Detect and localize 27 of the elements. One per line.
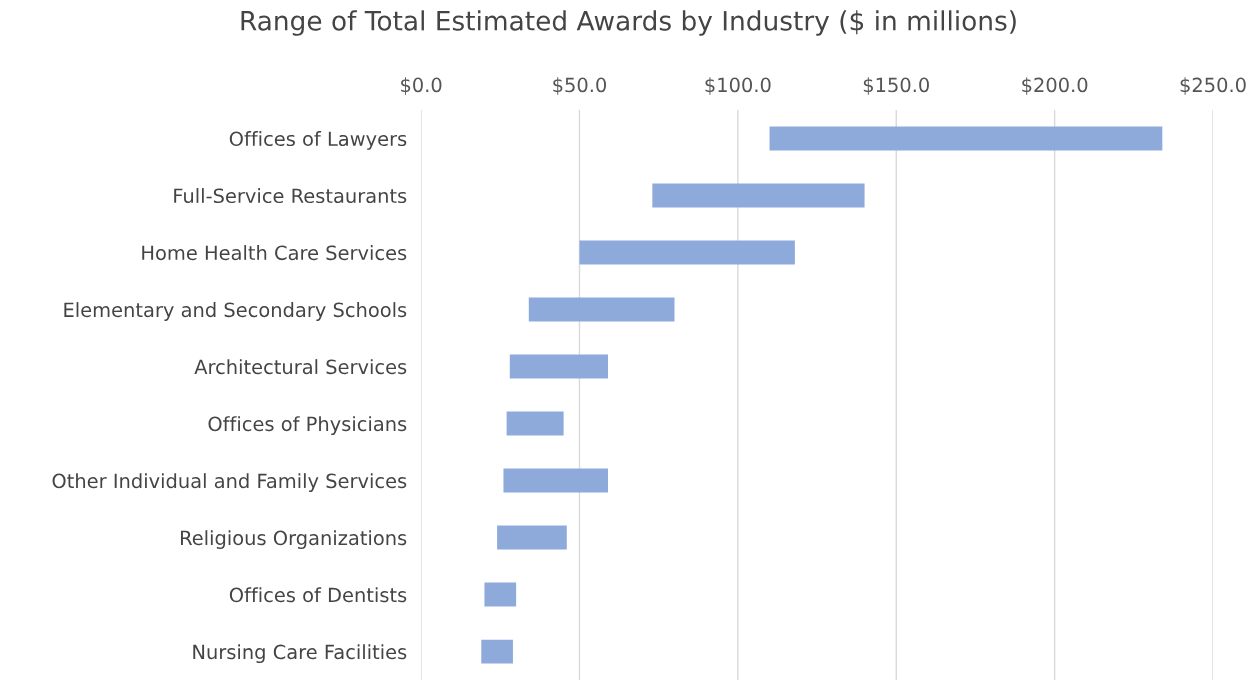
- x-tick-label: $150.0: [863, 77, 929, 95]
- y-tick-label: Home Health Care Services: [142, 245, 407, 261]
- y-tick-label: Offices of Physicians: [208, 416, 407, 435]
- x-tick-label: $250.0: [1180, 77, 1246, 95]
- bar: [497, 525, 567, 550]
- x-tick-label: $200.0: [1022, 77, 1088, 95]
- y-tick-label: Full-Service Restaurants: [174, 188, 407, 204]
- bar: [509, 354, 608, 379]
- x-tick-label: $100.0: [705, 77, 771, 95]
- y-tick-label: Religious Organizations: [180, 530, 407, 550]
- bar: [652, 183, 865, 208]
- y-tick-label: Nursing Care Facilities: [193, 644, 407, 664]
- bar: [506, 411, 564, 436]
- y-tick-label: Offices of Dentists: [229, 587, 407, 603]
- y-tick-label: Other Individual and Family Services: [52, 473, 407, 492]
- bar: [503, 468, 608, 493]
- bar: [579, 240, 795, 265]
- bar: [484, 582, 517, 607]
- y-tick-label: Elementary and Secondary Schools: [64, 302, 407, 321]
- x-tick-label: $50.0: [553, 77, 607, 95]
- bar: [528, 297, 675, 322]
- x-tick-label: $0.0: [401, 77, 442, 95]
- bar: [769, 126, 1163, 151]
- chart-title: Range of Total Estimated Awards by Industry ($ in millions): [241, 10, 1016, 36]
- y-tick-label: Architectural Services: [194, 359, 407, 375]
- y-tick-label: Offices of Lawyers: [229, 131, 407, 150]
- bar: [481, 639, 513, 664]
